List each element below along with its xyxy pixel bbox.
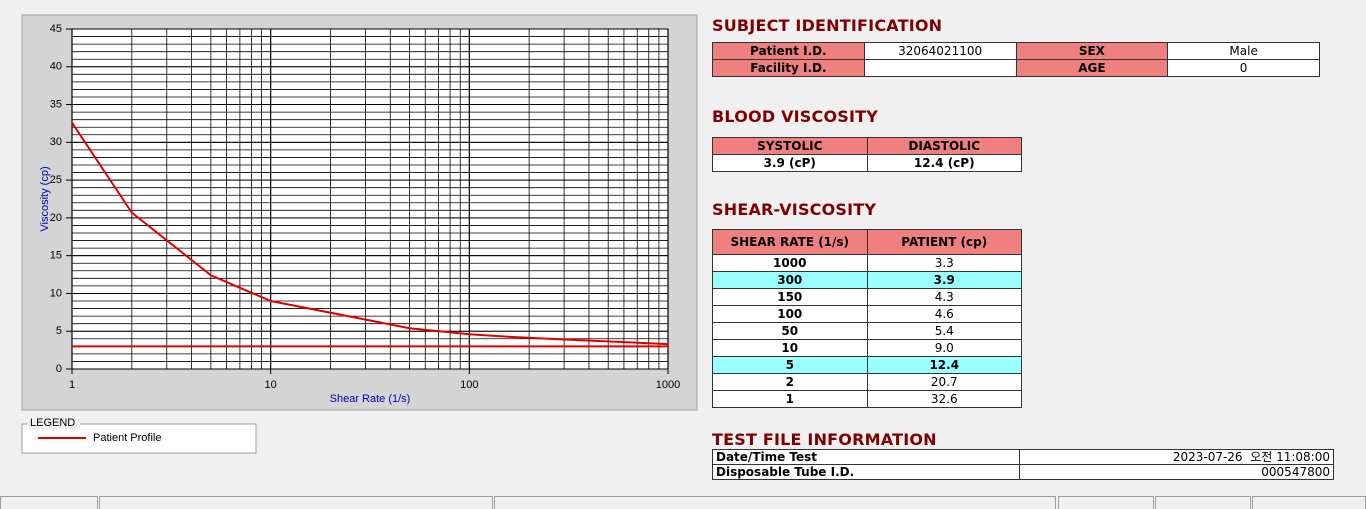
y-tick-label: 5 — [56, 325, 62, 337]
table-row: 100 4.6 — [712, 305, 1022, 323]
table-row: 10 9.0 — [712, 339, 1022, 357]
legend-title: LEGEND — [30, 417, 75, 429]
status-pane — [99, 496, 493, 509]
table-row: 3.9 (cP) 12.4 (cP) — [712, 154, 1022, 172]
y-tick-label: 40 — [50, 61, 62, 73]
section-title: BLOOD VISCOSITY — [712, 107, 879, 126]
section-title: SHEAR-VISCOSITY — [712, 200, 877, 219]
x-tick-label: 1 — [69, 379, 75, 391]
table-row: 1000 3.3 — [712, 254, 1022, 272]
table-row: 300 3.9 — [712, 271, 1022, 289]
x-tick-label: 100 — [460, 379, 478, 391]
viscosity-cell: 5.4 — [866, 322, 1022, 340]
column-header: PATIENT (cp) — [866, 229, 1022, 255]
y-tick-label: 15 — [50, 250, 62, 262]
shear-rate-cell: 5 — [712, 356, 868, 374]
legend-label: Patient Profile — [93, 432, 161, 444]
status-pane — [1155, 496, 1251, 509]
table-row: SHEAR RATE (1/s) PATIENT (cp) — [712, 229, 1022, 255]
blood-table: SYSTOLIC DIASTOLIC 3.9 (cP) 12.4 (cP) — [712, 137, 1022, 172]
subject-table: Patient I.D. 32064021100 SEX Male Facility I… — [712, 42, 1320, 77]
section-title: TEST FILE INFORMATION — [712, 430, 937, 449]
viscosity-cell: 12.4 — [866, 356, 1022, 374]
viscosity-cell: 32.6 — [866, 390, 1022, 408]
field-label: Date/Time Test — [712, 449, 1020, 465]
shear-rate-cell: 2 — [712, 373, 868, 391]
table-row: 2 20.7 — [712, 373, 1022, 391]
table-row: 50 5.4 — [712, 322, 1022, 340]
field-value: 000547800 — [1019, 464, 1334, 480]
field-label: Disposable Tube I.D. — [712, 464, 1020, 480]
x-axis-label: Shear Rate (1/s) — [330, 393, 411, 405]
viscosity-cell: 4.6 — [866, 305, 1022, 323]
viscosity-cell: 4.3 — [866, 288, 1022, 306]
data-line — [71, 122, 669, 346]
viscosity-cell: 3.9 — [866, 271, 1022, 289]
table-row: Disposable Tube I.D. 000547800 — [712, 464, 1334, 480]
field-value: 0 — [1167, 59, 1320, 77]
x-tick-label: 10 — [265, 379, 277, 391]
field-value — [863, 59, 1017, 77]
column-header: DIASTOLIC — [866, 137, 1022, 155]
shear-table: SHEAR RATE (1/s) PATIENT (cp) 1000 3.3 300 3.… — [712, 229, 1022, 408]
value-cell: 12.4 (cP) — [866, 154, 1022, 172]
y-tick-label: 35 — [50, 98, 62, 110]
table-row: 1 32.6 — [712, 390, 1022, 408]
status-pane — [1252, 496, 1366, 509]
table-row: 150 4.3 — [712, 288, 1022, 306]
field-value: 32064021100 — [863, 42, 1017, 60]
status-pane — [494, 496, 1056, 509]
y-axis-label: Viscosity (cp) — [39, 166, 51, 231]
shear-rate-cell: 10 — [712, 339, 868, 357]
y-tick-label: 25 — [50, 174, 62, 186]
plot-frame — [71, 28, 669, 370]
shear-rate-cell: 1000 — [712, 254, 868, 272]
section-title: SUBJECT IDENTIFICATION — [712, 16, 943, 35]
field-label: Patient I.D. — [712, 42, 865, 60]
shear-rate-cell: 100 — [712, 305, 868, 323]
table-row: SYSTOLIC DIASTOLIC — [712, 137, 1022, 155]
table-row: 5 12.4 — [712, 356, 1022, 374]
y-tick-label: 20 — [50, 212, 62, 224]
viscosity-cell: 9.0 — [866, 339, 1022, 357]
table-row: Date/Time Test 2023-07-26 오전 11:08:00 — [712, 449, 1334, 465]
viscosity-cell: 20.7 — [866, 373, 1022, 391]
field-value: 2023-07-26 오전 11:08:00 — [1019, 449, 1334, 465]
field-value: Male — [1167, 42, 1320, 60]
table-row: Patient I.D. 32064021100 SEX Male — [712, 42, 1320, 60]
field-label: SEX — [1015, 42, 1169, 60]
chart: Shear Rate (1/s) Viscosity (cp) LEGEND 0… — [21, 14, 698, 454]
viscosity-cell: 3.3 — [866, 254, 1022, 272]
x-tick-label: 1000 — [656, 379, 680, 391]
test-file-table: Date/Time Test 2023-07-26 오전 11:08:00 Disp… — [712, 449, 1334, 480]
plot-area — [72, 29, 668, 369]
y-tick-label: 45 — [50, 23, 62, 35]
field-label: AGE — [1015, 59, 1169, 77]
field-label: Facility I.D. — [712, 59, 865, 77]
table-row: Facility I.D. AGE 0 — [712, 59, 1320, 77]
status-pane — [1058, 496, 1154, 509]
legend-title-bg — [28, 417, 80, 429]
value-cell: 3.9 (cP) — [712, 154, 868, 172]
column-header: SYSTOLIC — [712, 137, 868, 155]
shear-rate-cell: 1 — [712, 390, 868, 408]
shear-rate-cell: 300 — [712, 271, 868, 289]
y-tick-label: 0 — [56, 363, 62, 375]
column-header: SHEAR RATE (1/s) — [712, 229, 868, 255]
shear-rate-cell: 150 — [712, 288, 868, 306]
shear-rate-cell: 50 — [712, 322, 868, 340]
y-tick-label: 30 — [50, 136, 62, 148]
status-pane — [0, 496, 98, 509]
y-tick-label: 10 — [50, 287, 62, 299]
